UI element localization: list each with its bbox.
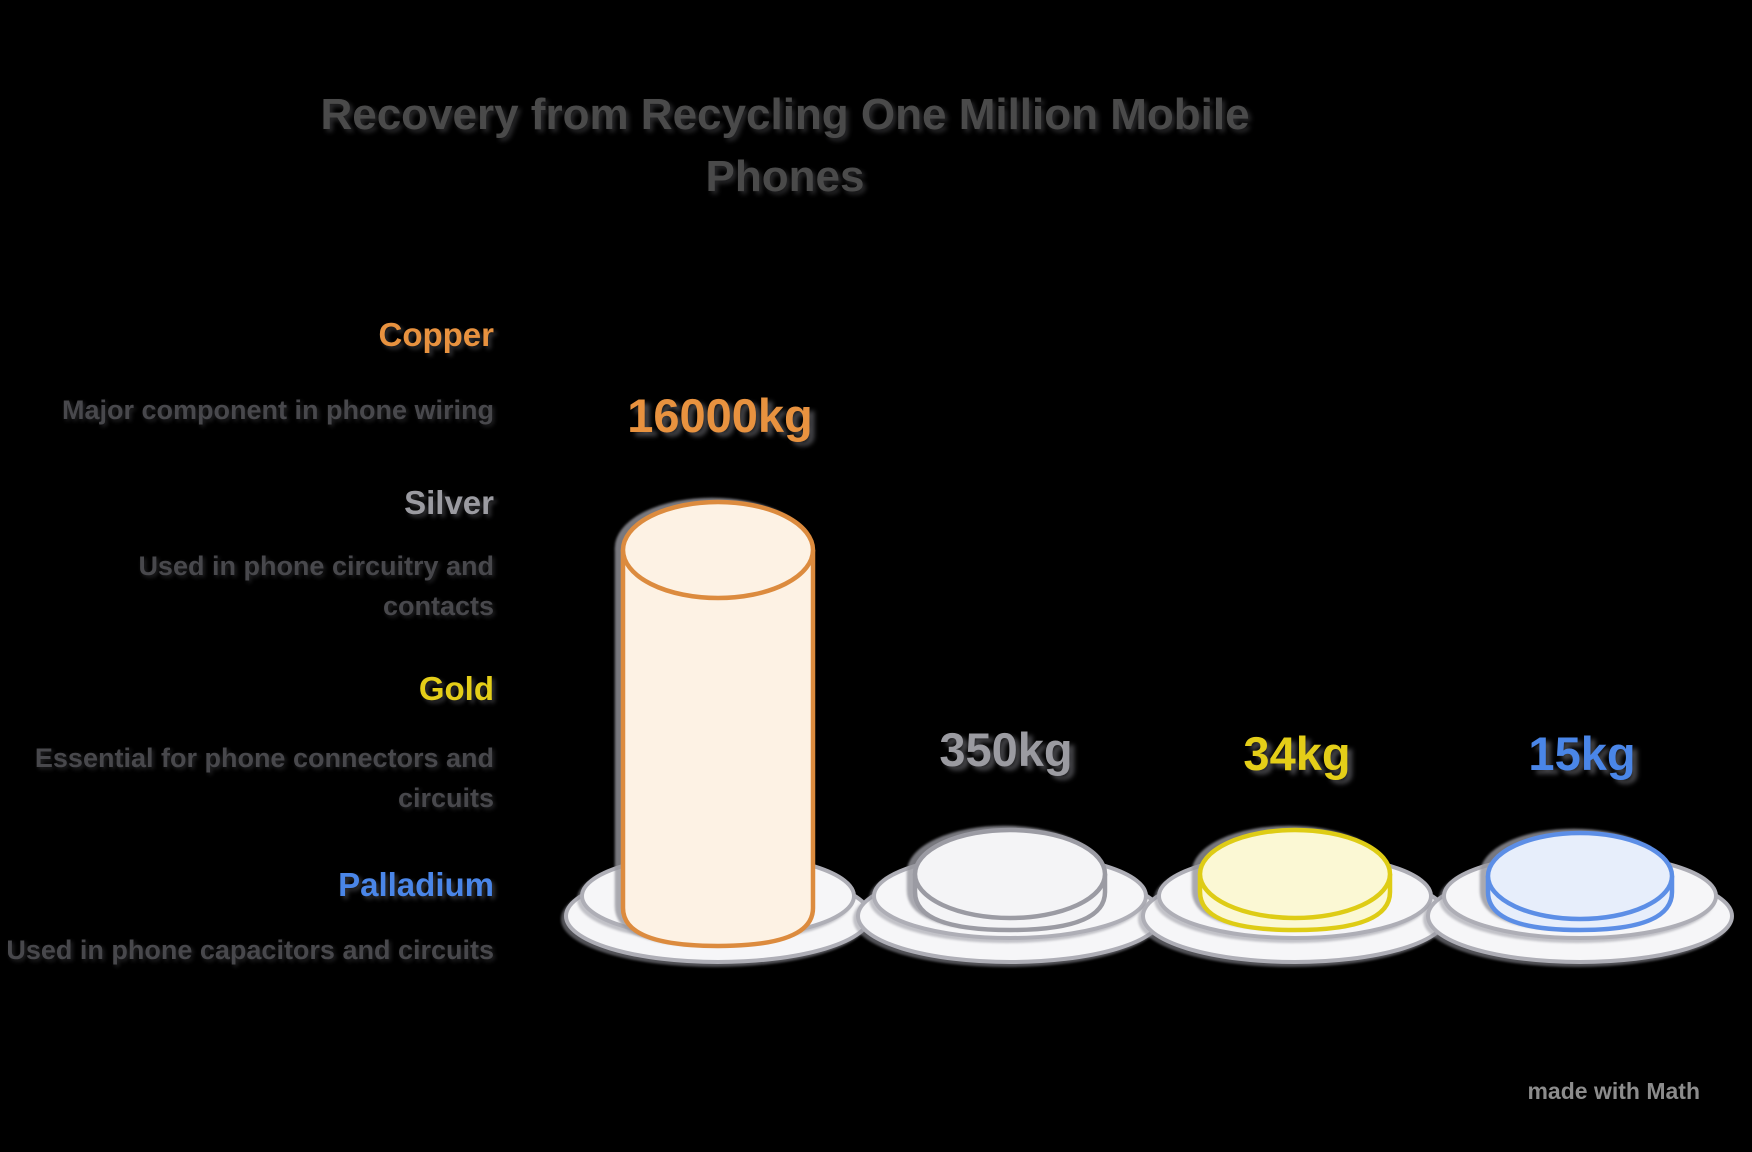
legend-desc-palladium: Used in phone capacitors and circuits — [6, 935, 494, 965]
value-label-silver: 350kg — [939, 723, 1073, 776]
value-label-gold: 34kg — [1243, 727, 1351, 780]
legend-desc-gold: Essential for phone connectors and circu… — [34, 743, 494, 813]
copper-cylinder-body — [620, 499, 816, 949]
gold-cylinder-body — [1197, 827, 1393, 933]
legend-label-gold: Gold — [418, 670, 494, 707]
legend-label-palladium: Palladium — [338, 866, 494, 903]
legend-label-silver: Silver — [404, 484, 494, 521]
legend-label-copper: Copper — [378, 316, 495, 353]
silver-cylinder — [856, 827, 1164, 964]
chart-title: Recovery from Recycling One Million Mobi… — [320, 90, 1250, 201]
legend-desc-copper: Major component in phone wiring — [62, 395, 494, 425]
gold-cylinder — [1141, 827, 1449, 964]
silver-cylinder-body — [912, 827, 1108, 933]
copper-cylinder-top — [620, 499, 816, 601]
footer-watermark: made with Math — [1527, 1078, 1700, 1104]
palladium-cylinder-body — [1485, 830, 1675, 933]
copper-cylinder — [564, 499, 872, 964]
silver-cylinder-top — [912, 827, 1108, 921]
palladium-cylinder — [1426, 830, 1734, 964]
legend-desc-silver: Used in phone circuitry and contacts — [138, 551, 494, 621]
value-label-copper: 16000kg — [627, 389, 813, 442]
palladium-cylinder-top — [1485, 830, 1675, 922]
value-label-palladium: 15kg — [1528, 727, 1636, 780]
copper-cylinder-wall — [620, 550, 816, 949]
gold-cylinder-top — [1197, 827, 1393, 921]
